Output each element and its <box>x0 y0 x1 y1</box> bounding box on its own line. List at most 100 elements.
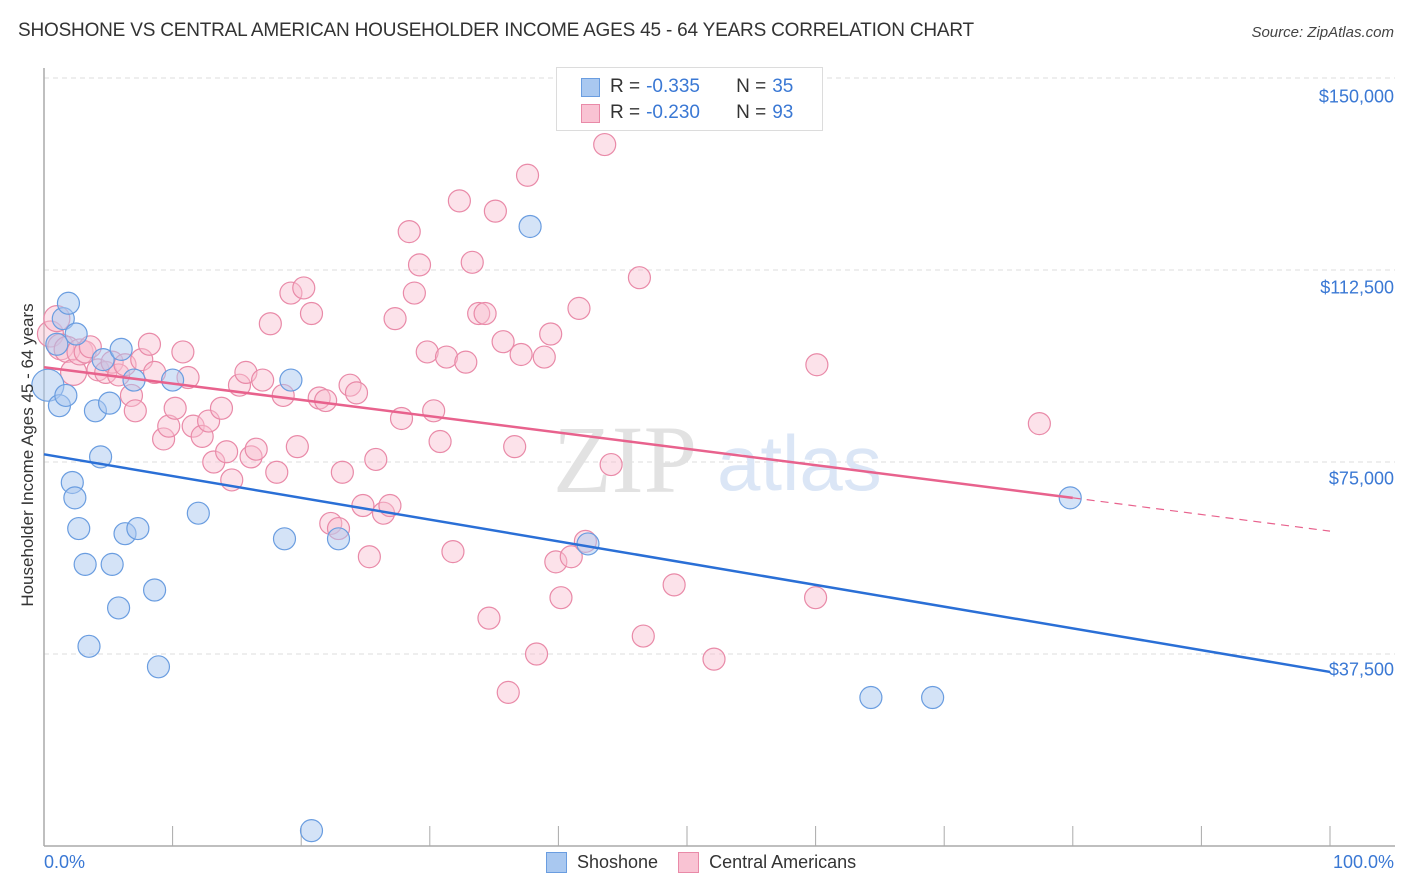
data-point <box>559 545 583 569</box>
shoshone-points <box>31 214 1082 843</box>
central-americans-swatch-icon <box>581 103 600 123</box>
data-point <box>123 399 147 423</box>
data-point <box>215 440 239 464</box>
data-point <box>126 516 150 541</box>
svg-text:ZIP: ZIP <box>553 406 697 513</box>
r-value: -0.230 <box>646 102 700 123</box>
y-tick-75000: $75,000 <box>1328 468 1394 489</box>
shoshone-swatch-icon <box>581 77 600 97</box>
data-point <box>163 396 187 420</box>
data-point <box>279 281 303 305</box>
y-tick-112500: $112,500 <box>1320 277 1394 298</box>
data-point <box>73 552 97 577</box>
data-point <box>171 340 195 364</box>
data-point <box>326 527 351 551</box>
data-point <box>357 545 381 569</box>
data-point <box>483 199 507 223</box>
data-point <box>157 414 181 438</box>
legend-label: Central Americans <box>709 852 857 872</box>
data-point <box>299 301 324 326</box>
trend-lines <box>43 366 1331 674</box>
data-point <box>921 685 945 710</box>
data-point <box>272 527 297 551</box>
data-point <box>265 460 289 484</box>
data-point <box>515 163 540 187</box>
data-point <box>109 337 133 361</box>
data-point <box>338 373 362 397</box>
data-point <box>518 214 542 239</box>
data-point <box>351 493 375 518</box>
data-point <box>524 642 549 666</box>
data-point <box>631 624 655 648</box>
data-point <box>146 655 171 679</box>
data-point <box>383 307 407 331</box>
data-point <box>407 253 432 277</box>
legend-item-shoshone[interactable]: Shoshone <box>546 852 658 873</box>
data-point <box>702 647 726 671</box>
data-point <box>805 353 829 377</box>
r-label: R = <box>610 102 641 123</box>
legend-row-central-americans: R = -0.230 N = 93 <box>581 101 793 125</box>
x-tick-100: 100.0% <box>1332 852 1394 872</box>
data-point <box>202 450 226 474</box>
data-point <box>292 276 316 300</box>
series-legend: Shoshone Central Americans <box>546 852 876 873</box>
data-point <box>244 437 268 461</box>
data-point <box>91 348 115 372</box>
data-point <box>197 409 221 433</box>
data-point <box>279 368 303 392</box>
data-point <box>509 342 533 367</box>
data-point <box>190 424 214 448</box>
legend-item-central-americans[interactable]: Central Americans <box>678 852 856 873</box>
legend-label: Shoshone <box>577 852 659 872</box>
data-point <box>77 634 101 658</box>
central-americans-points <box>36 132 1051 705</box>
data-point <box>544 550 568 574</box>
shoshone-swatch-icon <box>546 852 567 873</box>
data-point <box>151 427 176 451</box>
y-tick-150000: $150,000 <box>1318 86 1394 107</box>
data-point <box>447 189 471 213</box>
data-point <box>467 301 491 326</box>
data-point <box>662 573 686 597</box>
data-point <box>803 586 828 610</box>
data-point <box>285 435 309 459</box>
data-point <box>364 447 388 472</box>
data-point <box>441 539 465 564</box>
data-point <box>209 396 234 420</box>
data-point <box>186 501 210 525</box>
data-point <box>54 383 78 408</box>
data-point <box>344 381 369 405</box>
data-point <box>434 345 459 369</box>
data-point <box>532 345 556 369</box>
data-point <box>460 250 484 274</box>
legend-row-shoshone: R = -0.335 N = 35 <box>581 75 793 99</box>
data-point <box>627 266 652 290</box>
n-label: N = <box>736 76 767 97</box>
data-point <box>251 368 275 392</box>
data-point <box>299 819 324 843</box>
data-point <box>491 330 515 354</box>
data-point <box>415 340 439 364</box>
data-point <box>1027 412 1051 436</box>
data-point <box>330 460 354 484</box>
data-point <box>567 296 591 320</box>
data-point <box>397 220 421 244</box>
r-label: R = <box>610 76 641 97</box>
data-point <box>859 685 883 710</box>
data-point <box>599 452 623 477</box>
data-point <box>130 348 154 372</box>
data-point <box>473 301 497 326</box>
data-point <box>549 586 573 610</box>
data-point <box>161 368 185 392</box>
n-value: 35 <box>772 76 794 97</box>
n-value: 93 <box>772 102 794 123</box>
r-value: -0.335 <box>646 76 700 97</box>
y-tick-37500: $37,500 <box>1328 659 1394 680</box>
data-point <box>106 596 131 620</box>
central-americans-swatch-icon <box>678 852 700 873</box>
data-point <box>593 132 617 157</box>
source-label: Source: ZipAtlas.com <box>1251 24 1394 41</box>
data-point <box>97 391 122 415</box>
